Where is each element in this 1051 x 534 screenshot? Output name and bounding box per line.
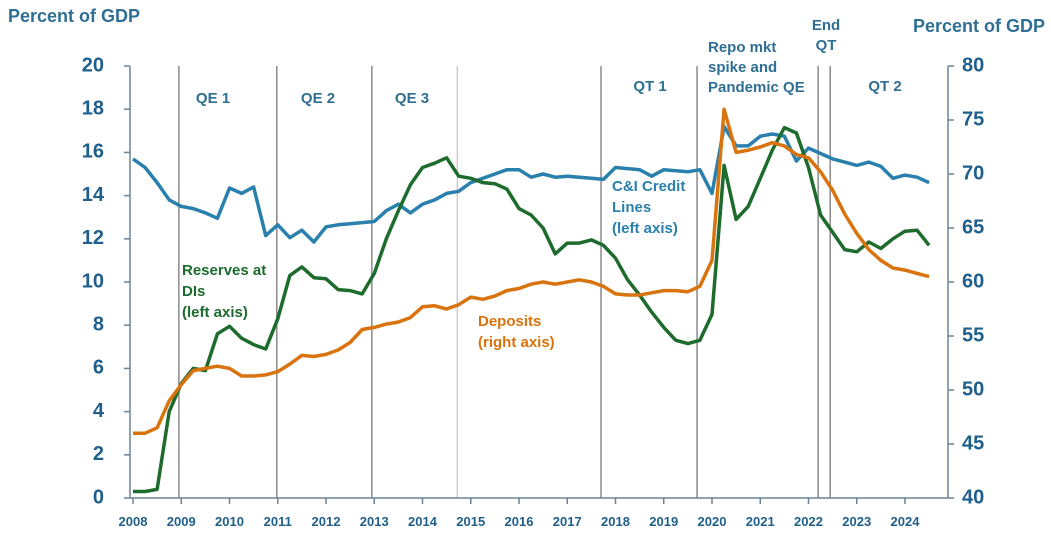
x-tick-label: 2017: [553, 514, 582, 529]
x-tick-label: 2021: [746, 514, 775, 529]
y-tick-label: 4: [93, 400, 105, 422]
series-label-line: C&I Credit: [612, 178, 685, 195]
period-label: QT 1: [633, 78, 666, 95]
y-tick-label: 18: [82, 97, 104, 119]
y-tick-label: 14: [82, 184, 105, 206]
x-tick-label: 2013: [360, 514, 389, 529]
period-label-line: QE 2: [301, 90, 335, 107]
series-label: Deposits (right axis): [478, 313, 555, 351]
x-tick-label: 2012: [312, 514, 341, 529]
y-tick-label: 8: [93, 313, 104, 335]
x-tick-label: 2011: [264, 514, 292, 529]
y2-tick-label: 45: [962, 432, 984, 454]
series-line: [131, 124, 930, 244]
y2-tick-label: 40: [962, 486, 984, 508]
y-tick-label: 10: [82, 270, 104, 292]
period-label: QE 2: [301, 90, 335, 107]
y-tick-label: 16: [82, 141, 104, 163]
y2-tick-label: 70: [962, 162, 984, 184]
period-label: End QT: [812, 17, 840, 54]
x-tick-label: 2009: [167, 514, 196, 529]
y2-tick-label: 55: [962, 324, 984, 346]
x-tick-label: 2023: [842, 514, 871, 529]
period-label-line: End: [812, 17, 840, 34]
y2-axis-title: Percent of GDP: [913, 16, 1045, 36]
y-axis-title: Percent of GDP: [8, 6, 140, 26]
period-label-line: Pandemic QE: [708, 79, 805, 96]
x-tick-label: 2022: [794, 514, 823, 529]
y-tick-label: 2: [93, 443, 104, 465]
x-tick-label: 2008: [119, 514, 148, 529]
series-label-line: DIs: [182, 283, 205, 300]
x-tick-label: 2020: [698, 514, 727, 529]
y2-tick-label: 50: [962, 378, 984, 400]
period-label-line: QT 2: [868, 78, 901, 95]
period-label-line: QE 1: [196, 90, 230, 107]
series-label: Reserves at DIs (left axis): [182, 262, 266, 321]
y-tick-label: 6: [93, 357, 104, 379]
period-label-line: QE 3: [395, 90, 429, 107]
x-tick-label: 2024: [891, 514, 921, 529]
x-tick-label: 2010: [215, 514, 244, 529]
series-label: C&I Credit Lines (left axis): [612, 178, 685, 237]
x-tick-label: 2018: [601, 514, 630, 529]
y2-tick-label: 60: [962, 270, 984, 292]
period-label: Repo mkt spike and Pandemic QE: [708, 39, 805, 96]
x-tick-label: 2014: [408, 514, 438, 529]
x-tick-label: 2016: [505, 514, 534, 529]
y2-tick-label: 65: [962, 216, 984, 238]
y-tick-label: 0: [93, 486, 104, 508]
period-label: QT 2: [868, 78, 901, 95]
y2-tick-label: 75: [962, 108, 984, 130]
series-label-line: (right axis): [478, 334, 555, 351]
y-tick-label: 20: [82, 54, 104, 76]
series-label-line: Lines: [612, 199, 651, 216]
x-tick-label: 2015: [456, 514, 485, 529]
period-label-line: QT: [816, 37, 837, 54]
series-line: [133, 125, 931, 494]
series-line: [133, 107, 930, 435]
series-label-line: Deposits: [478, 313, 541, 330]
period-label-line: spike and: [708, 59, 777, 76]
x-tick-label: 2019: [649, 514, 678, 529]
series-label-line: (left axis): [612, 220, 678, 237]
period-label: QE 1: [196, 90, 230, 107]
period-label-line: Repo mkt: [708, 39, 776, 56]
y2-tick-label: 80: [962, 54, 984, 76]
series-label-line: (left axis): [182, 304, 248, 321]
period-label: QE 3: [395, 90, 429, 107]
period-label-line: QT 1: [633, 78, 666, 95]
series-label-line: Reserves at: [182, 262, 266, 279]
y-tick-label: 12: [82, 227, 104, 249]
